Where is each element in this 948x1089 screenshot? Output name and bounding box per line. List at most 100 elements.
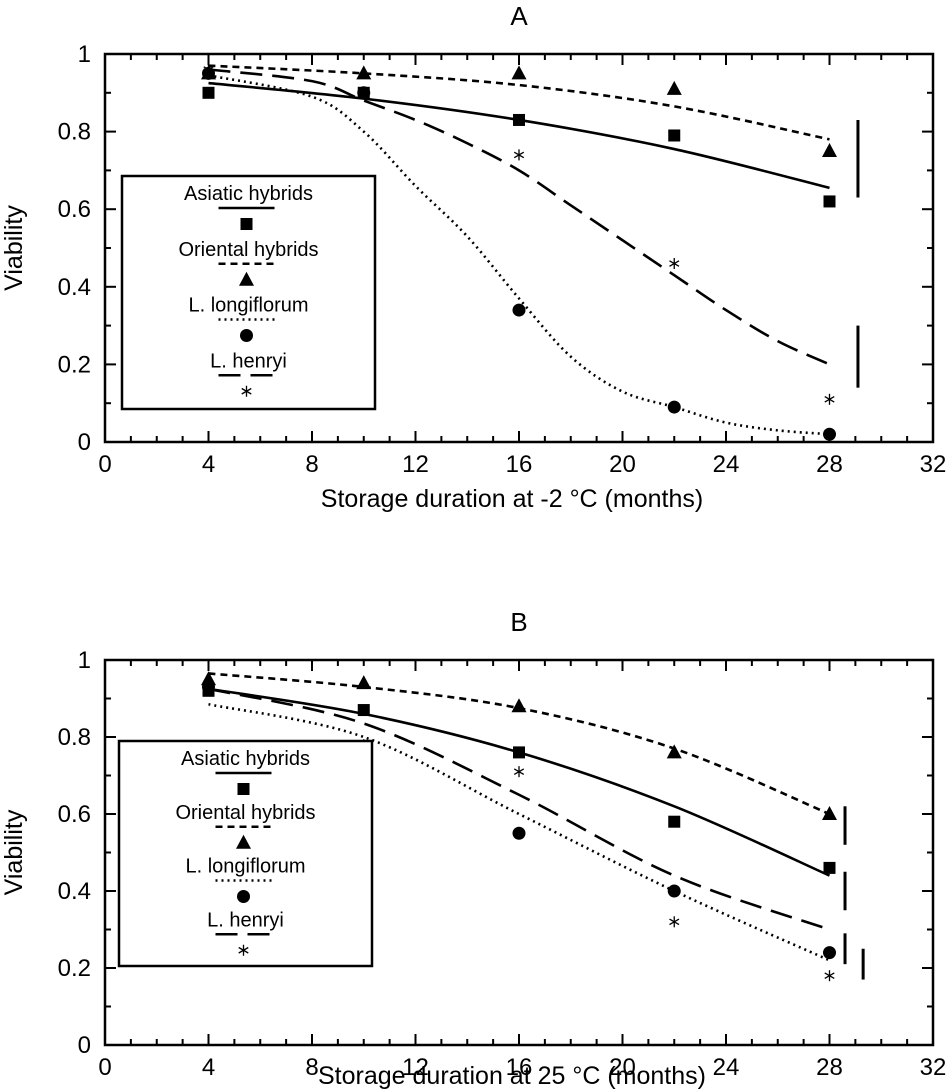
legend-marker: [236, 834, 251, 849]
legend: Asiatic hybrids Oriental hybrids L. longif…: [120, 174, 377, 411]
y-tick-label: 0.2: [58, 955, 91, 982]
x-tick-label: 20: [609, 1054, 636, 1081]
data-point: [357, 704, 370, 717]
y-tick-label: 1: [78, 647, 91, 674]
y-tick-label: 0: [78, 429, 91, 456]
x-tick-label: 32: [920, 1054, 947, 1081]
data-point: [824, 393, 835, 405]
x-tick-label: 28: [816, 451, 843, 478]
data-point: [513, 766, 525, 778]
data-point: [822, 806, 837, 820]
data-point: [203, 64, 214, 76]
x-tick-label: 12: [402, 1054, 429, 1081]
data-point: [512, 303, 526, 317]
panel-title: A: [510, 1, 528, 31]
x-tick-label: 12: [402, 451, 429, 478]
data-point-stroke: [203, 679, 214, 687]
y-tick-label: 0.2: [58, 351, 91, 378]
x-tick-label: 8: [305, 451, 318, 478]
legend-marker: [237, 783, 250, 795]
legend-box: [120, 174, 377, 411]
legend-box: [117, 739, 374, 968]
data-point: [823, 861, 836, 874]
x-tick-label: 8: [305, 1054, 318, 1081]
data-point: [511, 65, 527, 80]
data-point: [513, 746, 525, 759]
chart-panel-B: B 0 4 8 12 16 20 24 28 32 0 0.2 0.4 0.6 0.8 1 Storage du…: [0, 607, 946, 1089]
legend-marker: [241, 385, 252, 397]
data-point-stroke: [513, 151, 525, 159]
y-tick-label: 0.4: [58, 274, 91, 301]
x-tick-label: 0: [98, 451, 111, 478]
data-point-stroke: [358, 89, 369, 97]
legend-label: L. henryi: [207, 909, 284, 931]
x-tick-label: 4: [202, 1054, 215, 1081]
fit-curve: [208, 64, 830, 141]
fit-curve: [208, 68, 831, 366]
y-tick-label: 1: [78, 41, 91, 68]
y-tick-label: 0.8: [58, 119, 91, 146]
legend-marker: [240, 329, 253, 342]
legend-marker: [238, 944, 249, 956]
fit-curve: [208, 81, 830, 190]
data-point-stroke: [669, 260, 680, 267]
data-point: [666, 744, 682, 759]
legend-label: Asiatic hybrids: [184, 183, 313, 205]
chart-panel-A: A 0 4 8 12 16 20 24 28 32 0 0.2 0.4 0.6 0.8 1 Storage du…: [0, 1, 946, 513]
data-point: [669, 258, 680, 270]
data-point-stroke: [203, 66, 214, 73]
legend: Asiatic hybrids Oriental hybrids L. longif…: [117, 739, 374, 968]
data-point-stroke: [824, 396, 835, 403]
legend-label: L. longiflorum: [188, 295, 308, 317]
data-point: [512, 826, 526, 840]
y-axis-title: Viability: [0, 809, 28, 895]
x-tick-label: 28: [816, 1054, 843, 1081]
legend-label: L. henryi: [210, 350, 287, 372]
series-0: [202, 684, 836, 877]
data-point: [356, 675, 372, 690]
data-point: [822, 143, 837, 157]
x-tick-label: 16: [506, 451, 533, 478]
x-tick-label: 0: [98, 1054, 111, 1081]
fit-curve: [208, 687, 830, 931]
legend-marker: [240, 218, 253, 230]
legend-marker: [237, 890, 250, 903]
data-point: [668, 815, 681, 828]
data-point: [203, 677, 214, 689]
y-tick-label: 0.6: [58, 196, 91, 223]
x-tick-label: 24: [713, 451, 740, 478]
data-point: [667, 400, 681, 414]
data-point: [668, 129, 681, 142]
legend-label: Oriental hybrids: [175, 802, 315, 824]
legend-label: Asiatic hybrids: [181, 748, 310, 770]
data-point: [358, 87, 369, 99]
data-point: [513, 149, 525, 161]
y-tick-label: 0.4: [58, 878, 91, 905]
x-axis-title: Storage duration at 25 °C (months): [318, 1062, 706, 1089]
data-point: [667, 884, 681, 898]
data-point-stroke: [824, 972, 835, 980]
x-tick-label: 20: [609, 451, 636, 478]
data-point: [202, 86, 215, 99]
x-axis-title: Storage duration at -2 °C (months): [321, 485, 703, 513]
y-axis-title: Viability: [0, 205, 28, 291]
data-point: [511, 698, 527, 713]
data-point: [356, 65, 372, 80]
series-3: [203, 64, 835, 405]
legend-label: L. longiflorum: [185, 856, 305, 878]
x-tick-label: 4: [202, 451, 215, 478]
data-point: [823, 427, 836, 441]
x-tick-label: 24: [713, 1054, 740, 1081]
series-1: [201, 64, 837, 157]
data-point-stroke: [513, 768, 525, 775]
data-point: [513, 113, 525, 126]
data-point: [823, 946, 836, 960]
y-tick-label: 0: [78, 1032, 91, 1059]
data-point-stroke: [669, 918, 680, 926]
data-point: [824, 970, 835, 982]
legend-marker-stroke: [238, 946, 249, 954]
y-tick-label: 0.8: [58, 724, 91, 751]
data-point: [669, 916, 680, 928]
y-tick-label: 0.6: [58, 801, 91, 828]
